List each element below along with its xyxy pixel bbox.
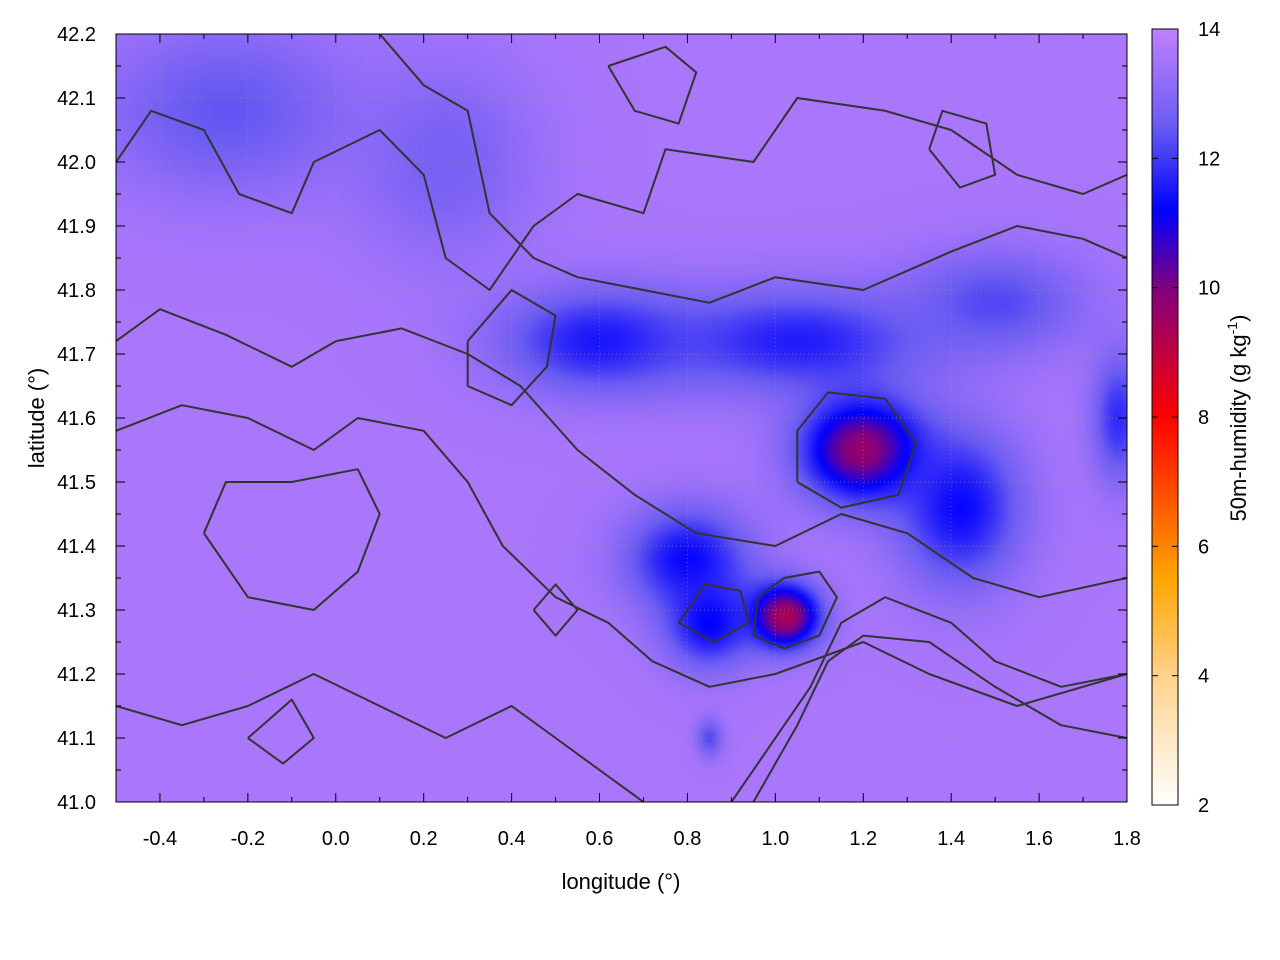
- y-tick-label: 41.1: [57, 728, 96, 750]
- y-tick-label: 41.3: [57, 600, 96, 622]
- y-axis: 41.0 41.1 41.2 41.3 41.4 41.5 41.6 41.7 41.8 41.9…: [24, 24, 96, 814]
- x-axis-label: longitude (°): [562, 869, 681, 894]
- colorbar-tick-label: 4: [1198, 666, 1209, 688]
- colorbar-label-superscript: -1: [1224, 322, 1240, 335]
- colorbar: 2 4 6 8 10 12 14 50m-humidity (g kg-1): [1151, 19, 1251, 817]
- colorbar-label-main: 50m-humidity (g kg: [1226, 334, 1251, 521]
- y-tick-label: 41.8: [57, 280, 96, 302]
- colorbar-label: 50m-humidity (g kg-1): [1224, 315, 1251, 522]
- x-tick-label: 0.8: [674, 828, 702, 850]
- humidity-heatmap: [116, 34, 1127, 802]
- y-tick-label: 41.7: [57, 344, 96, 366]
- x-tick-label: 1.6: [1025, 828, 1053, 850]
- colorbar-label-end: ): [1226, 315, 1251, 322]
- y-tick-label: 42.0: [57, 152, 96, 174]
- y-tick-label: 42.2: [57, 24, 96, 46]
- x-tick-label: -0.4: [143, 828, 177, 850]
- contour-lines: [116, 34, 1127, 802]
- x-tick-label: 0.6: [586, 828, 614, 850]
- y-tick-label: 41.4: [57, 536, 96, 558]
- x-tick-label: -0.2: [231, 828, 265, 850]
- x-tick-labels: -0.4 -0.2 0.0 0.2 0.4 0.6 0.8 1.0 1.2 1.4 1.6 1.8: [143, 828, 1141, 850]
- plot-area: [115, 33, 1128, 803]
- colorbar-tick-label: 12: [1198, 148, 1220, 170]
- x-tick-label: 1.8: [1113, 828, 1141, 850]
- colorbar-tick-label: 8: [1198, 407, 1209, 429]
- contour-line-3: [116, 404, 1127, 707]
- contour-line-4: [202, 468, 381, 611]
- x-tick-label: 1.2: [849, 828, 877, 850]
- contour-line-1: [378, 34, 1127, 304]
- contour-line-14: [247, 698, 315, 765]
- plot-ticks: [115, 33, 1128, 803]
- colorbar-tick-label: 2: [1198, 795, 1209, 817]
- x-tick-label: 0.2: [410, 828, 438, 850]
- colorbar-tick-label: 14: [1198, 19, 1220, 41]
- colorbar-tick-labels: 2 4 6 8 10 12 14: [1198, 19, 1220, 817]
- x-tick-label: 1.4: [937, 828, 965, 850]
- y-tick-label: 42.1: [57, 88, 96, 110]
- plot-frame: [115, 33, 1128, 803]
- x-tick-label: 0.0: [322, 828, 350, 850]
- contour-line-8: [752, 570, 838, 650]
- contour-line-2: [116, 308, 1127, 599]
- contour-line-15: [532, 583, 579, 637]
- y-tick-label: 41.2: [57, 664, 96, 686]
- colorbar-tick-label: 6: [1198, 536, 1209, 558]
- contour-line-6: [730, 596, 1127, 802]
- y-tick-label: 41.5: [57, 472, 96, 494]
- colorbar-tick-label: 10: [1198, 278, 1220, 300]
- contour-line-10: [796, 391, 917, 509]
- x-tick-label: 1.0: [761, 828, 789, 850]
- y-tick-labels: 41.0 41.1 41.2 41.3 41.4 41.5 41.6 41.7 41.8 41.9…: [57, 24, 96, 814]
- contour-line-12: [607, 45, 698, 125]
- contour-line-13: [928, 109, 997, 189]
- contour-line-11: [466, 289, 557, 407]
- x-axis: -0.4 -0.2 0.0 0.2 0.4 0.6 0.8 1.0 1.2 1.4 1.6 1.8 l…: [143, 828, 1141, 894]
- contour-line-5: [116, 673, 645, 802]
- contour-line-0: [116, 97, 1127, 291]
- x-tick-label: 0.4: [498, 828, 526, 850]
- y-tick-label: 41.0: [57, 792, 96, 814]
- colorbar-ticks: [1152, 28, 1178, 806]
- y-tick-label: 41.9: [57, 216, 96, 238]
- y-tick-label: 41.6: [57, 408, 96, 430]
- contour-line-9: [677, 583, 750, 643]
- y-axis-label: latitude (°): [24, 368, 49, 469]
- contour-line-7: [752, 634, 1127, 802]
